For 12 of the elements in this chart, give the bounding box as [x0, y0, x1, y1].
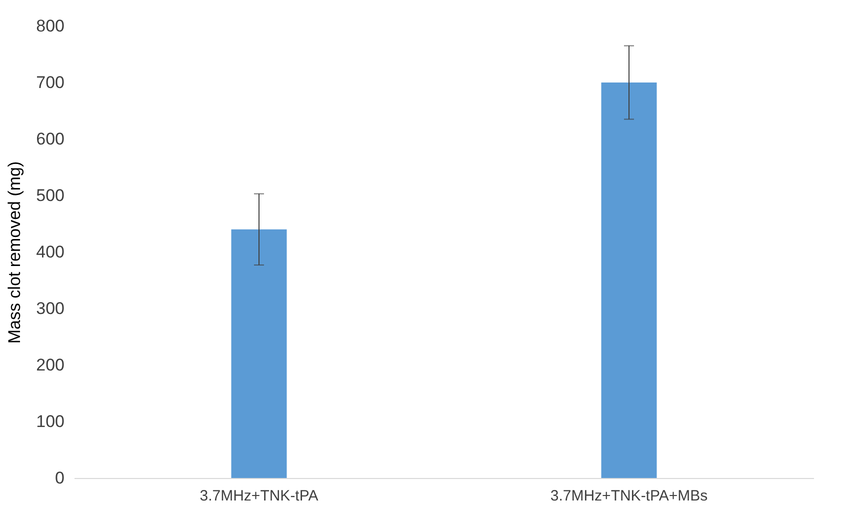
- y-tick-label: 600: [36, 130, 64, 148]
- x-tick-label: 3.7MHz+TNK-tPA+MBs: [550, 488, 708, 504]
- y-tick-label: 400: [36, 242, 64, 262]
- y-tick-label: 800: [36, 16, 64, 36]
- y-axis-title: Mass clot removed (mg): [5, 161, 24, 344]
- y-tick-label: 700: [36, 73, 64, 92]
- x-tick-label: 3.7MHz+TNK-tPA: [200, 488, 318, 504]
- y-tick-label: 500: [36, 186, 64, 205]
- y-tick-label: 200: [36, 356, 64, 374]
- y-tick-label: 300: [36, 299, 64, 318]
- y-tick-label: 0: [55, 468, 64, 488]
- y-tick-label: 100: [36, 412, 64, 431]
